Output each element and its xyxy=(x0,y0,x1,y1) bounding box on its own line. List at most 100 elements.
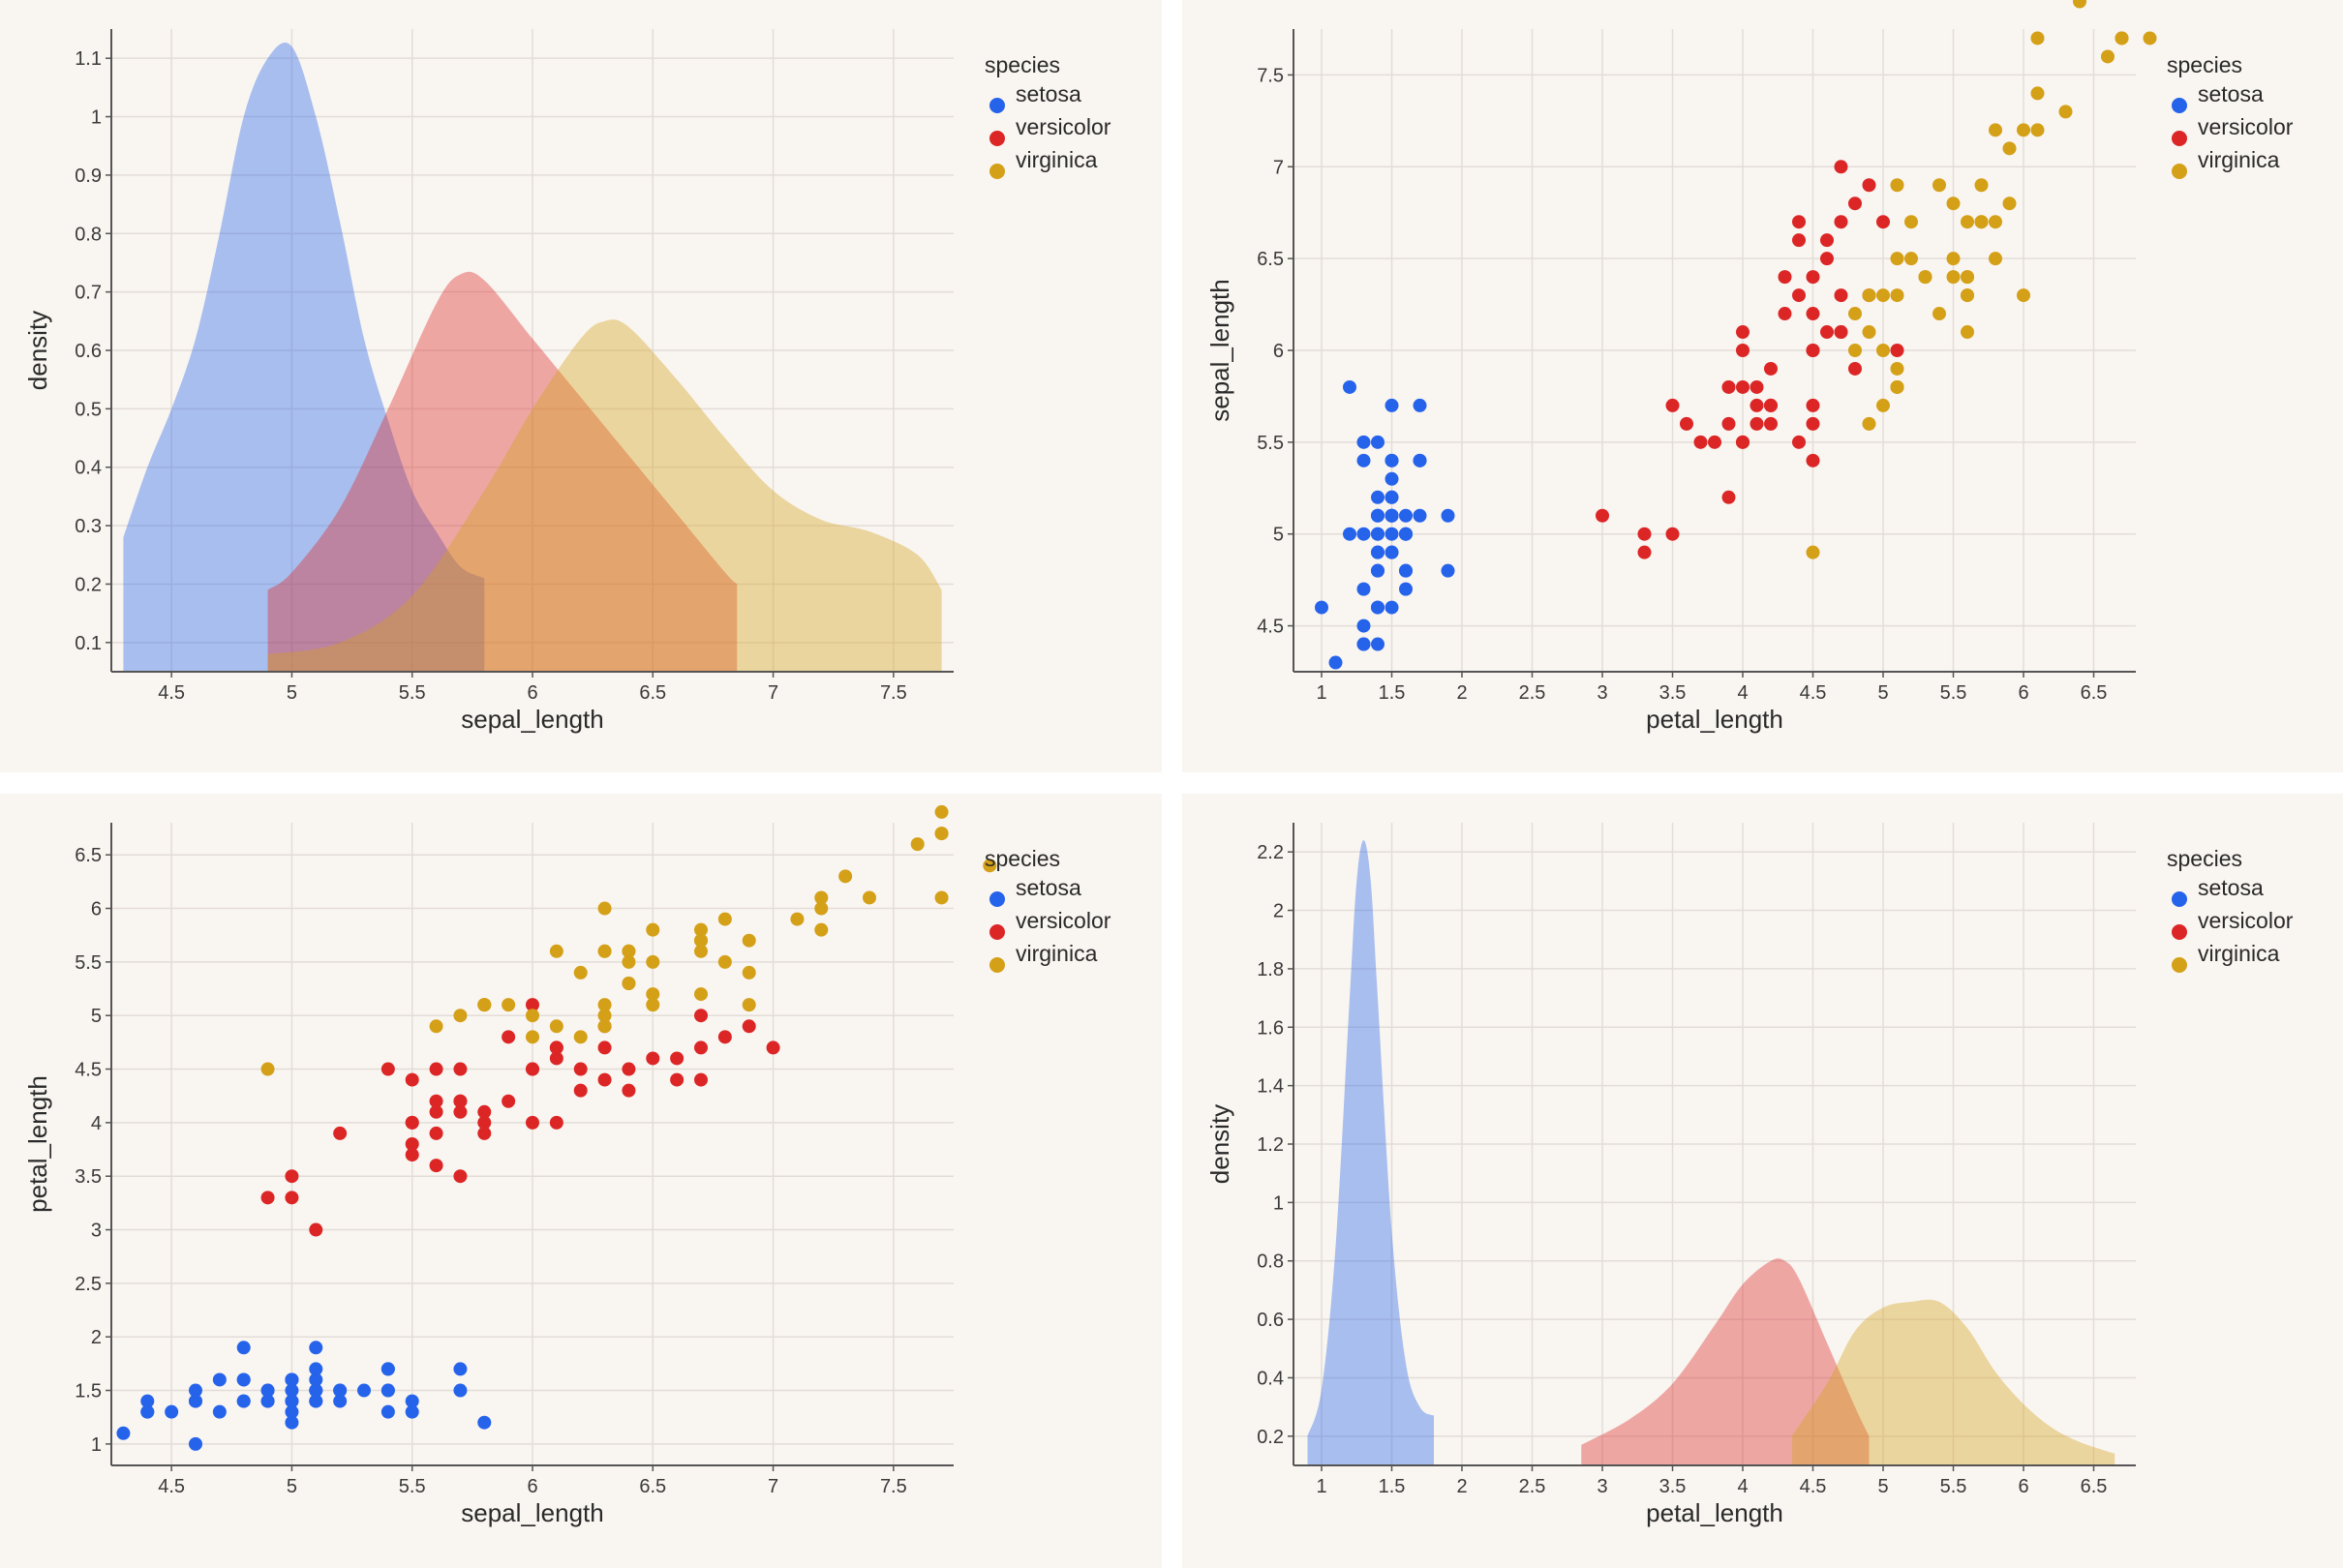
point-virginica xyxy=(910,837,925,852)
x-tick-label: 4.5 xyxy=(158,682,185,704)
point-versicolor xyxy=(1834,160,1848,174)
point-setosa xyxy=(285,1372,299,1387)
point-setosa xyxy=(405,1404,419,1419)
y-tick-label: 1.6 xyxy=(1257,1017,1284,1039)
x-tick-label: 5 xyxy=(1877,1476,1888,1497)
point-versicolor xyxy=(1764,361,1778,376)
point-setosa xyxy=(1343,379,1356,394)
point-setosa xyxy=(1371,563,1384,578)
point-setosa xyxy=(380,1383,395,1398)
point-setosa xyxy=(1384,508,1399,523)
x-tick-label: 2 xyxy=(1456,1476,1467,1497)
point-setosa xyxy=(453,1362,468,1376)
x-tick-label: 2.5 xyxy=(1519,1476,1546,1497)
point-setosa xyxy=(1399,508,1413,523)
point-setosa xyxy=(116,1426,131,1440)
point-virginica xyxy=(597,1009,612,1023)
x-tick-label: 5.5 xyxy=(399,682,426,704)
point-virginica xyxy=(2073,0,2086,9)
point-setosa xyxy=(1413,398,1427,412)
point-versicolor xyxy=(670,1072,685,1087)
point-versicolor xyxy=(453,1104,468,1119)
point-versicolor xyxy=(549,1115,563,1130)
x-tick-label: 3.5 xyxy=(1659,682,1687,704)
point-setosa xyxy=(1371,600,1384,615)
y-tick-label: 5 xyxy=(91,1006,102,1027)
point-setosa xyxy=(309,1383,323,1398)
legend-marker-virginica xyxy=(2172,164,2187,179)
density-area-setosa xyxy=(1307,840,1434,1465)
y-tick-label: 6 xyxy=(1273,341,1284,362)
legend-marker-setosa xyxy=(2172,98,2187,113)
point-versicolor xyxy=(1750,398,1764,412)
legend-marker-virginica xyxy=(2172,957,2187,973)
point-virginica xyxy=(814,901,829,916)
point-virginica xyxy=(2030,31,2045,45)
point-setosa xyxy=(236,1341,251,1355)
point-versicolor xyxy=(453,1169,468,1184)
y-axis-label: density xyxy=(23,311,52,390)
point-virginica xyxy=(1848,344,1862,357)
x-tick-label: 5.5 xyxy=(1940,682,1967,704)
gridlines xyxy=(1293,29,2136,672)
point-virginica xyxy=(1989,215,2002,229)
point-virginica xyxy=(717,954,732,969)
y-axis-label: sepal_length xyxy=(1205,279,1234,421)
x-tick-label: 4.5 xyxy=(1800,1476,1827,1497)
point-versicolor xyxy=(1806,270,1820,285)
data-layer xyxy=(116,804,997,1451)
point-virginica xyxy=(260,1062,275,1076)
legend-title: species xyxy=(2167,52,2242,77)
point-versicolor xyxy=(1792,435,1806,449)
point-virginica xyxy=(1946,252,1961,266)
y-tick-label: 4 xyxy=(91,1113,102,1134)
x-axis-label: sepal_length xyxy=(461,1498,603,1527)
point-versicolor xyxy=(1750,379,1764,394)
gridlines xyxy=(111,29,954,672)
legend-label-virginica: virginica xyxy=(1016,147,1098,172)
y-tick-label: 1.4 xyxy=(1257,1076,1284,1098)
point-virginica xyxy=(2058,105,2073,119)
y-tick-label: 0.7 xyxy=(75,283,102,304)
point-versicolor xyxy=(1792,233,1806,248)
point-setosa xyxy=(236,1394,251,1408)
point-versicolor xyxy=(526,1115,539,1130)
legend-label-setosa: setosa xyxy=(1016,875,1081,900)
point-virginica xyxy=(742,965,756,980)
point-setosa xyxy=(212,1372,227,1387)
x-tick-label: 3 xyxy=(1597,682,1607,704)
y-tick-label: 4.5 xyxy=(1257,617,1284,638)
point-versicolor xyxy=(1862,178,1876,193)
point-setosa xyxy=(453,1383,468,1398)
point-virginica xyxy=(597,944,612,958)
point-setosa xyxy=(1399,582,1413,596)
point-virginica xyxy=(863,890,876,905)
point-virginica xyxy=(429,1019,443,1034)
petal-length-density-chart: 1 1.5 2 2.5 3 3.5 4 4.5 5 5.5 6 6.5 0.2 0.4 0.6 0.8 1 1.2… xyxy=(1205,823,2294,1527)
point-virginica xyxy=(838,869,853,884)
point-setosa xyxy=(140,1404,155,1419)
y-tick-label: 1 xyxy=(1273,1192,1284,1214)
point-versicolor xyxy=(502,1094,516,1108)
point-setosa xyxy=(236,1372,251,1387)
legend-title: species xyxy=(2167,846,2242,871)
y-tick-label: 3 xyxy=(91,1221,102,1242)
point-versicolor xyxy=(1834,325,1848,340)
point-versicolor xyxy=(1890,344,1904,357)
point-versicolor xyxy=(549,1051,563,1066)
x-tick-label: 7 xyxy=(768,1476,778,1497)
point-virginica xyxy=(2017,288,2030,303)
point-virginica xyxy=(1890,288,1904,303)
point-versicolor xyxy=(477,1104,492,1119)
x-tick-label: 6 xyxy=(527,1476,537,1497)
x-tick-label: 2.5 xyxy=(1519,682,1546,704)
point-virginica xyxy=(934,890,949,905)
point-virginica xyxy=(2030,86,2045,101)
y-axis-label: petal_length xyxy=(23,1075,52,1213)
point-setosa xyxy=(333,1383,348,1398)
point-versicolor xyxy=(1806,307,1820,321)
sepal-length-vs-petal-length-scatter: 4.5 5 5.5 6 6.5 7 7.5 1 1.5 2 2.5 3 3.5 4 4.5 5 5.5 6 6.5 s… xyxy=(23,804,1111,1527)
point-virginica xyxy=(1876,288,1890,303)
point-versicolor xyxy=(502,1030,516,1044)
x-tick-label: 6.5 xyxy=(2081,1476,2108,1497)
